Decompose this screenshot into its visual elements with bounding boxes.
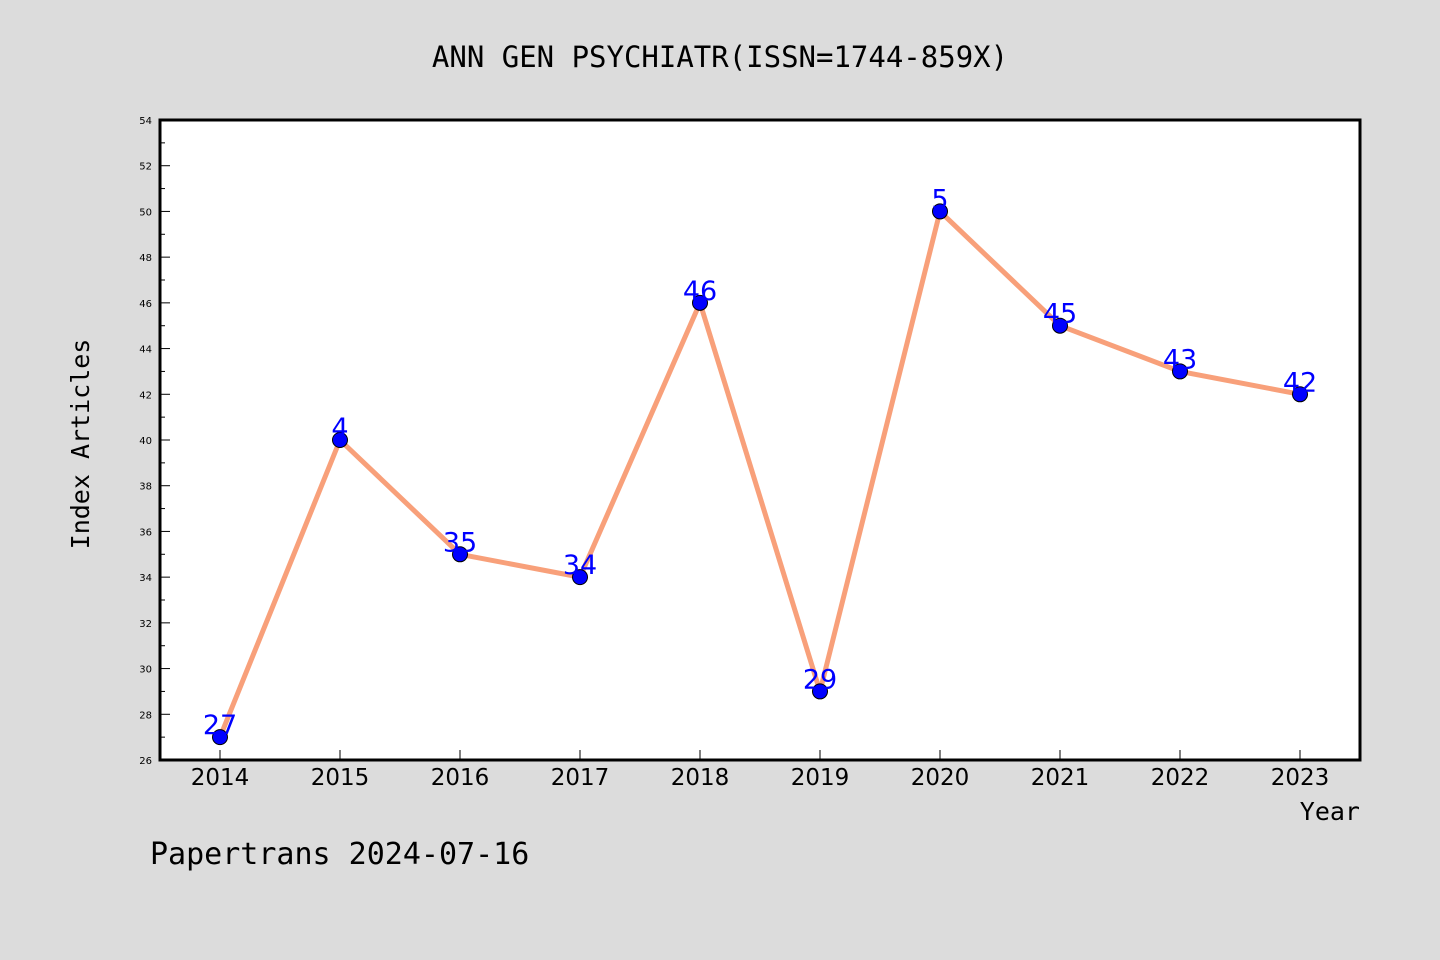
y-axis-label: Index Articles [66,339,95,550]
data-points [212,203,1308,746]
y-tick-label: 48 [139,253,152,264]
x-tick-label: 2018 [671,765,730,791]
data-point [1292,386,1308,403]
data-point [332,432,348,448]
data-label: 27 [203,710,237,741]
y-tick-label: 28 [139,710,152,721]
x-tick-label: 2016 [431,765,490,791]
y-tick-label: 42 [139,390,152,401]
data-label: 4 [331,413,348,444]
data-point [1052,317,1068,334]
x-tick-label: 2021 [1031,765,1090,791]
series-line [217,208,1303,740]
y-tick-label: 54 [139,116,152,127]
y-tick-label: 50 [139,207,152,218]
plot-frame [158,118,1362,762]
x-tick-label: 2019 [791,765,850,791]
data-labels: 27 4 35 34 46 29 5 45 43 42 [203,184,1317,741]
data-label: 46 [683,276,717,307]
series-line-group [217,208,1303,740]
x-tick-label: 2015 [311,765,370,791]
data-label: 42 [1283,367,1317,398]
data-point [572,569,588,586]
y-tick-label: 34 [139,573,152,584]
data-label: 5 [931,184,948,215]
data-point [692,294,708,311]
y-tick-label: 52 [139,162,152,173]
y-tick-label: 44 [139,345,152,356]
data-label: 45 [1043,299,1077,330]
chart-title: ANN GEN PSYCHIATR(ISSN=1744-859X) [432,40,1008,74]
data-point [452,546,468,563]
y-tick-label: 36 [139,527,152,538]
data-point [812,683,828,700]
footer-text: Papertrans 2024-07-16 [150,837,529,872]
data-label: 34 [563,550,597,581]
y-tick-label: 38 [139,482,152,493]
x-axis-label: Year [1300,797,1360,826]
y-tick-label: 46 [139,299,152,310]
data-label: 43 [1163,344,1197,375]
data-label: 35 [443,527,477,558]
x-tick-label: 2023 [1271,765,1330,791]
data-point [932,203,948,220]
y-tick-label: 30 [139,665,152,676]
x-tick-label: 2014 [191,765,250,791]
y-tick-label: 26 [139,756,152,767]
y-tick-label: 32 [139,619,152,630]
data-label: 29 [803,664,837,695]
x-tick-label: 2022 [1151,765,1210,791]
x-tick-label: 2017 [551,765,610,791]
x-tick-label: 2020 [911,765,970,791]
plot-area [160,120,1360,760]
y-tick-label: 40 [139,436,152,447]
data-point [1172,363,1188,380]
data-point [212,729,228,746]
